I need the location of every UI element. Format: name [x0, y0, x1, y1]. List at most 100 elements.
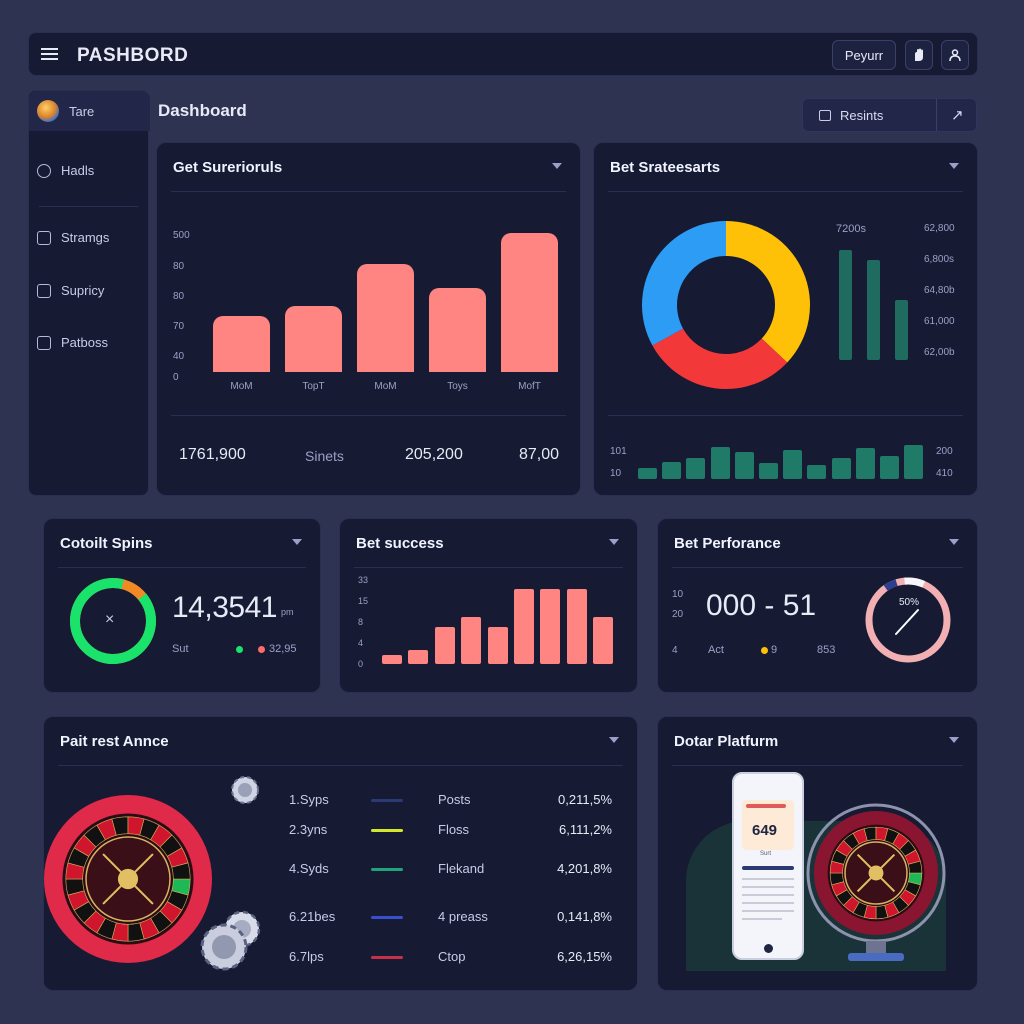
act-label: Act [708, 644, 724, 656]
gauge [865, 577, 951, 663]
x-tick-label: MofT [518, 381, 541, 392]
sidebar-item-label: Hadls [61, 163, 95, 178]
card-icon [37, 283, 51, 298]
donut-slice [642, 221, 726, 346]
tick-label: 10 [672, 589, 684, 600]
sidebar-item-supricy[interactable]: Supricy [37, 283, 104, 298]
panel-title: Cotoilt Spins [60, 535, 153, 552]
tick-label: 101 [610, 446, 627, 457]
chevron-down-icon[interactable] [609, 539, 619, 545]
spins-unit: pm [281, 607, 294, 617]
menu-icon[interactable] [41, 48, 58, 60]
tick-label: 62,800 [924, 223, 955, 234]
row-rank: 6.21bes [289, 909, 336, 924]
red-dot [258, 646, 265, 653]
panel-divider [354, 567, 623, 568]
platform-panel: Dotar Platfurm 649 Surt [657, 716, 978, 991]
performance-value: 000 - 51 [706, 589, 817, 622]
bar [686, 458, 706, 479]
panel-divider [672, 567, 963, 568]
chevron-down-icon[interactable] [609, 737, 619, 743]
bar [831, 458, 851, 479]
bar [904, 444, 924, 479]
bar [867, 260, 880, 360]
performance-panel: Bet Perforance 10 20 4 000 - 51 Act 9 85… [657, 518, 978, 693]
surveys-panel: Get Surerioruls 500 80 80 70 40 0 MoM TopT MoM T… [156, 142, 581, 496]
avatar-icon [37, 100, 59, 122]
tick-label: 4 [672, 645, 678, 656]
row-value: 6,26,15% [557, 949, 612, 964]
tick-label: 6,800s [924, 254, 955, 265]
chevron-down-icon[interactable] [949, 539, 959, 545]
wheel-center [117, 868, 139, 890]
panel-title: Bet Srateesarts [610, 159, 721, 176]
panel-divider [672, 765, 963, 766]
row-label: Flekand [438, 861, 485, 876]
spins-panel: Cotoilt Spins × 14,3541 pm Sut 32,95 [43, 518, 321, 693]
sidebar-item-label: Patboss [61, 335, 108, 350]
header-account-button[interactable]: Peyurr [832, 40, 896, 70]
y-tick-label: 33 [358, 575, 369, 585]
roulette-stand-icon [806, 803, 946, 961]
tick-label: 200 [936, 446, 953, 457]
row-color-line [371, 829, 403, 832]
y-tick-label: 80 [173, 291, 185, 302]
row-rank: 1.Syps [289, 792, 329, 807]
row-label: Ctop [438, 949, 466, 964]
row-label: 4 preass [438, 909, 488, 924]
panel-divider [58, 567, 306, 568]
bar [839, 250, 852, 360]
panel-title: Dotar Platfurm [674, 733, 779, 750]
app-title: PASHBORD [77, 45, 189, 66]
phone-progress [742, 866, 794, 870]
sidebar: Tare Hadls Stramgs Supricy Patboss [28, 90, 150, 496]
hand-icon[interactable] [905, 40, 933, 70]
chevron-down-icon[interactable] [949, 737, 959, 743]
bar [662, 461, 682, 479]
tick-label: 61,000 [924, 316, 955, 327]
phone-line [742, 894, 794, 896]
y-tick-label: 70 [173, 321, 185, 332]
expand-arrow-icon[interactable]: ↗ [951, 107, 964, 124]
results-button[interactable]: Resints ↗ [802, 98, 977, 132]
x-tick-label: Toys [447, 381, 468, 392]
sidebar-item-stramgs[interactable]: Stramgs [37, 230, 109, 245]
panel-divider [171, 191, 566, 192]
sidebar-item-patboss[interactable]: Patboss [37, 335, 108, 350]
sidebar-item-hadls[interactable]: Hadls [37, 163, 94, 178]
panel-divider [171, 415, 566, 416]
phone-mockup: 649 Surt [732, 772, 804, 960]
bar [710, 446, 730, 479]
wheel-pocket [907, 860, 923, 874]
sidebar-item-tare[interactable]: Tare [29, 91, 150, 131]
x-tick-label: MoM [230, 381, 253, 392]
row-label: Floss [438, 822, 470, 837]
chip-icon [231, 776, 259, 804]
row-rank: 2.3yns [289, 822, 328, 837]
chevron-down-icon[interactable] [949, 163, 959, 169]
profile-icon[interactable] [941, 40, 969, 70]
footer-label: Sinets [305, 448, 344, 464]
row-rank: 4.Syds [289, 861, 329, 876]
document-icon [819, 110, 831, 121]
chevron-down-icon[interactable] [292, 539, 302, 545]
page-title: Dashboard [158, 101, 247, 120]
phone-line [742, 902, 794, 904]
footer-stat: 205,200 [405, 446, 463, 463]
phone-line [742, 886, 794, 888]
row-label: Posts [438, 792, 471, 807]
stand-post [866, 941, 886, 955]
phone-value: 649 [752, 822, 778, 839]
gauge-highlight [865, 577, 951, 663]
row-value: 4,201,8% [557, 861, 612, 876]
bar [461, 617, 482, 664]
phone-card [742, 800, 794, 850]
footer-stat: 87,00 [519, 446, 560, 463]
row-color-line [371, 956, 403, 959]
chevron-down-icon[interactable] [552, 163, 562, 169]
bar [434, 626, 455, 664]
y-tick-label: 4 [358, 638, 364, 648]
spins-stat: 32,95 [269, 643, 297, 655]
tick-label: 62,00b [924, 347, 955, 358]
wheel-center [868, 865, 884, 881]
